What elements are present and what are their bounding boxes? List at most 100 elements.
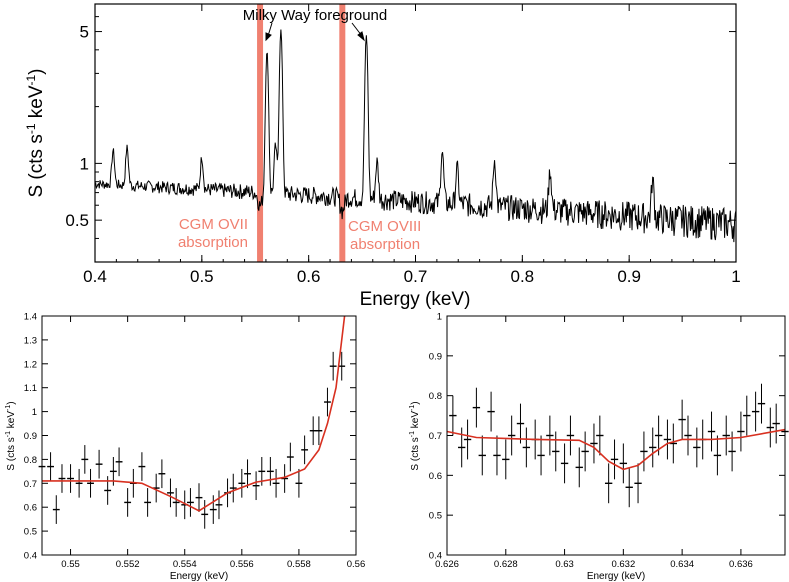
ovii-data-point-22: [195, 483, 203, 512]
ovii-x-tick-label-1: 0.552: [116, 559, 140, 570]
oviii-data-point-0: [449, 395, 457, 436]
ovii-data-point-36: [295, 468, 303, 498]
ovii-data-point-42: [338, 351, 346, 381]
oviii-data-point-2: [463, 419, 472, 460]
ovii-y-tick-label-4: 0.8: [24, 455, 37, 466]
top-x-tick-label-0: 0.4: [83, 267, 107, 286]
oviii-data-point-22: [610, 439, 619, 480]
top-y-tick-label-0: 0.5: [65, 211, 89, 230]
oviii-y-tick-label-3: 0.7: [429, 431, 442, 442]
top-x-axis-ticks: 0.4 0.5 0.6 0.7 0.8 0.9 1: [83, 4, 741, 286]
ovii-data-point-21: [187, 488, 194, 517]
oviii-data-point-4: [478, 435, 486, 476]
oviii-data-point-19: [590, 423, 598, 464]
oviii-x-tick-label-5: 0.636: [729, 559, 753, 570]
top-x-tick-label-4: 0.8: [511, 267, 535, 286]
ovii-data-point-15: [144, 488, 152, 517]
ovii-data-point-33: [272, 468, 280, 498]
ovii-data-point-6: [81, 445, 89, 474]
oviii-y-axis-label: S (cts s-1 keV-1): [409, 401, 421, 470]
oviii-data-points: [449, 383, 789, 508]
ovii-x-axis-label: Energy (keV): [170, 571, 228, 582]
oviii-data-point-24: [625, 467, 633, 508]
absorption-band-1: [339, 4, 346, 262]
oviii-y-tick-label-0: 0.4: [429, 551, 442, 562]
oviii-data-point-30: [669, 423, 677, 464]
spectrum-line: [94, 29, 737, 243]
oviii-data-point-18: [581, 431, 589, 472]
ovii-x-axis-ticks: 0.55 0.552 0.554 0.556 0.558 0.56: [61, 316, 365, 570]
oviii-data-point-31: [678, 399, 686, 440]
ovii-data-point-29: [244, 459, 251, 489]
oviii-data-point-8: [507, 415, 516, 456]
oviii-data-point-42: [757, 383, 766, 424]
ovii-y-tick-label-0: 0.4: [24, 551, 37, 562]
ovii-data-point-32: [266, 457, 274, 486]
oviii-data-point-25: [634, 463, 642, 504]
oviii-model-curve: [446, 428, 786, 471]
top-y-axis-ticks: 0.5 1 5: [65, 16, 736, 239]
ovii-data-point-27: [229, 473, 237, 503]
ovii-y-tick-label-3: 0.7: [24, 479, 37, 490]
oviii-data-point-41: [751, 391, 760, 432]
ovii-data-point-37: [301, 435, 309, 465]
milky-way-annotation: Milky Way foreground: [243, 7, 388, 24]
top-y-tick-label-1: 1: [80, 154, 89, 173]
ovii-data-point-23: [201, 500, 209, 529]
ovii-band-label-2: absorption: [178, 234, 248, 251]
ovii-data-point-1: [47, 452, 54, 481]
ovii-data-point-3: [58, 464, 66, 493]
oviii-data-point-29: [663, 419, 672, 460]
ovii-y-tick-label-10: 1.4: [24, 312, 37, 323]
oviii-data-point-13: [546, 415, 554, 456]
oviii-data-point-32: [684, 415, 692, 456]
ovii-data-point-40: [324, 387, 331, 417]
ovii-x-tick-label-5: 0.56: [347, 559, 366, 570]
ovii-x-tick-label-0: 0.55: [61, 559, 80, 570]
annotation-arrows: [265, 22, 365, 42]
ovii-data-point-7: [87, 468, 94, 498]
ovii-x-tick-label-2: 0.554: [173, 559, 197, 570]
oviii-x-tick-label-3: 0.632: [611, 559, 635, 570]
oviii-data-point-35: [707, 411, 716, 452]
ovii-data-point-2: [52, 495, 60, 524]
oviii-data-point-6: [493, 435, 501, 476]
oviii-data-point-17: [575, 447, 583, 488]
top-spectrum-panel: 0.4 0.5 0.6 0.7 0.8 0.9 1 0.5 1 5 Energy (keV) S…: [24, 3, 741, 310]
oviii-y-tick-label-1: 0.5: [429, 511, 442, 522]
top-x-tick-label-6: 1: [731, 267, 740, 286]
arrow-head-left: [265, 32, 272, 42]
oviii-data-point-23: [619, 443, 628, 484]
ovii-data-point-19: [172, 488, 180, 517]
oviii-data-point-10: [522, 427, 531, 468]
ovii-data-point-30: [252, 471, 260, 501]
oviii-data-point-21: [604, 463, 613, 504]
oviii-data-point-26: [640, 431, 648, 472]
ovii-zoom-panel: 0.55 0.552 0.554 0.556 0.558 0.56 0.40.50.60.…: [5, 312, 365, 582]
ovii-x-tick-label-4: 0.558: [287, 559, 311, 570]
ovii-data-point-8: [95, 449, 103, 479]
oviii-data-point-12: [537, 435, 545, 476]
ovii-data-point-34: [281, 464, 289, 493]
oviii-data-point-3: [472, 387, 481, 428]
oviii-data-point-20: [596, 415, 604, 456]
absorption-band-0: [257, 4, 264, 262]
oviii-y-tick-label-4: 0.8: [429, 391, 442, 402]
ovii-data-point-35: [286, 442, 294, 472]
ovii-y-tick-label-7: 1.1: [24, 383, 37, 394]
top-x-axis-label: Energy (keV): [360, 289, 471, 310]
oviii-data-point-33: [693, 427, 701, 468]
ovii-data-point-4: [67, 464, 74, 493]
ovii-data-point-17: [158, 459, 166, 489]
oviii-y-tick-label-6: 1: [437, 312, 442, 323]
oviii-data-point-44: [772, 403, 780, 444]
ovii-data-points: [38, 351, 346, 529]
oviii-data-point-27: [649, 427, 657, 468]
oviii-y-tick-label-5: 0.9: [429, 351, 442, 362]
absorption-bands: [257, 4, 346, 262]
oviii-data-point-5: [487, 391, 495, 432]
oviii-band-label-2: absorption: [350, 236, 420, 253]
oviii-data-point-36: [713, 435, 722, 476]
ovii-x-tick-label-3: 0.556: [230, 559, 254, 570]
ovii-y-tick-label-6: 1: [32, 407, 37, 418]
